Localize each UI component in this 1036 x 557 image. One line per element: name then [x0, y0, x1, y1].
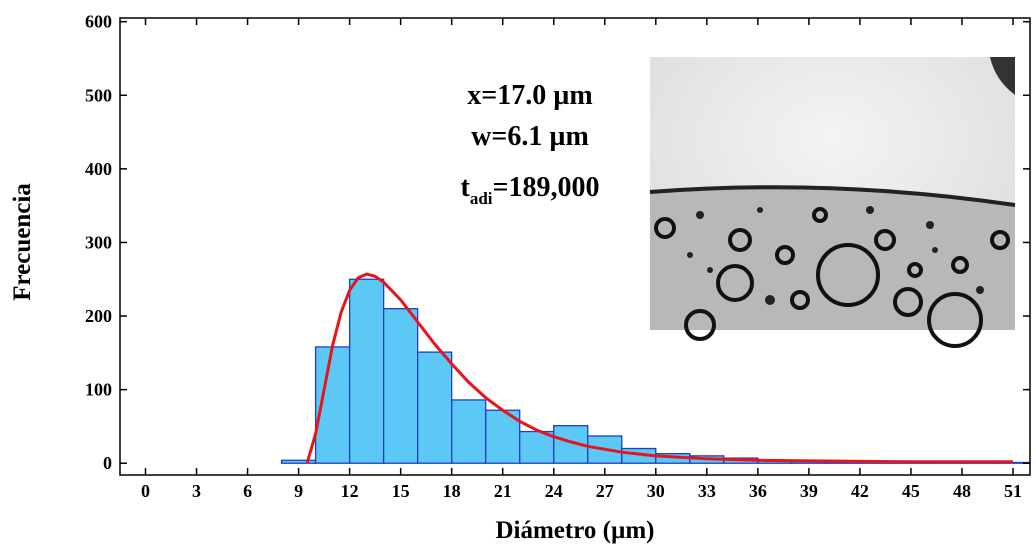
- x-tick-label: 27: [596, 481, 614, 501]
- x-tick-label: 51: [1004, 481, 1022, 501]
- fit-curve: [305, 272, 1013, 464]
- annotation-main: t: [461, 172, 471, 203]
- bar: [382, 308, 419, 464]
- bar: [417, 351, 453, 464]
- annotation-rest: =189,000: [493, 172, 600, 203]
- x-tick-label: 6: [243, 481, 252, 501]
- x-tick-label: 39: [800, 481, 818, 501]
- x-tick-label: 0: [141, 481, 150, 501]
- x-tick-label: 33: [698, 481, 716, 501]
- inset-photo: [649, 57, 1016, 348]
- annotation: tadi=189,000: [461, 172, 600, 208]
- x-tick-label: 9: [294, 481, 303, 501]
- plot-frame: [119, 17, 1031, 476]
- x-tick-label: 18: [443, 481, 461, 501]
- x-tick-label: 30: [647, 481, 665, 501]
- annotation: w=6.1 µm: [471, 121, 589, 152]
- y-tick-label: 0: [103, 453, 112, 473]
- annotation: x=17.0 µm: [467, 80, 592, 111]
- y-tick-label: 400: [85, 159, 112, 179]
- annotation-sub: adi: [470, 189, 493, 208]
- y-axis-label: Frecuencia: [9, 183, 36, 301]
- x-tick-label: 48: [953, 481, 971, 501]
- y-tick-label: 100: [85, 380, 112, 400]
- x-tick-label: 42: [851, 481, 869, 501]
- x-tick-label: 24: [545, 481, 563, 501]
- x-tick-label: 36: [749, 481, 767, 501]
- y-tick-label: 300: [85, 232, 112, 252]
- x-tick-label: 45: [902, 481, 920, 501]
- y-tick-label: 200: [85, 306, 112, 326]
- x-axis-label: Diámetro (µm): [495, 517, 654, 544]
- x-tick-label: 15: [392, 481, 410, 501]
- x-tick-label: 21: [494, 481, 512, 501]
- bar: [280, 459, 317, 464]
- x-tick-label: 3: [192, 481, 201, 501]
- y-tick-label: 500: [85, 85, 112, 105]
- y-tick-label: 600: [85, 12, 112, 32]
- bar: [451, 399, 487, 464]
- bar: [348, 278, 385, 464]
- x-tick-label: 12: [341, 481, 359, 501]
